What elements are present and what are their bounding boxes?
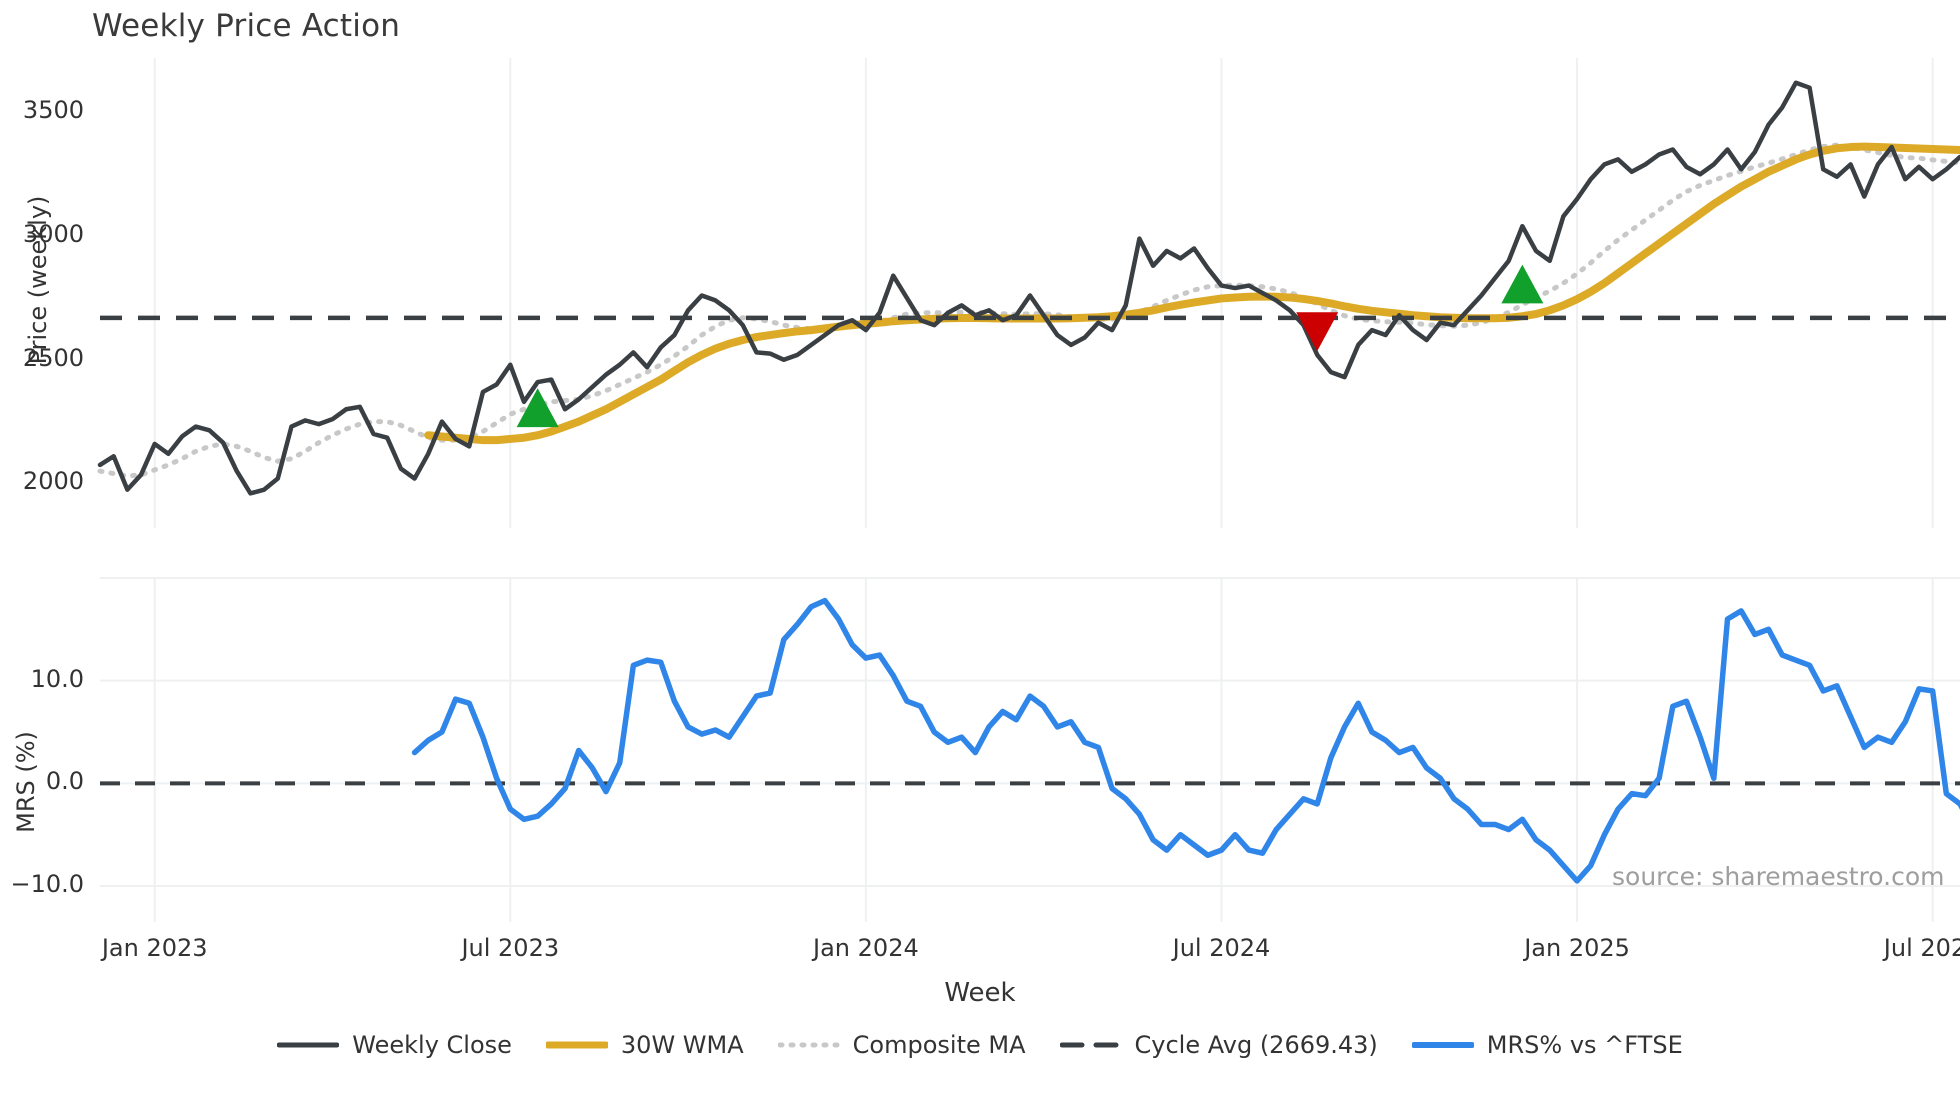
legend-label: Weekly Close xyxy=(352,1031,512,1059)
x-tick: Jan 2023 xyxy=(101,934,208,962)
page-title: Weekly Price Action xyxy=(92,8,401,44)
legend-label: 30W WMA xyxy=(620,1031,744,1059)
legend-item[interactable]: Composite MA xyxy=(777,1031,1026,1059)
legend-swatch-icon xyxy=(277,1034,340,1056)
x-axis-label: Week xyxy=(944,978,1016,1008)
legend-label: Cycle Avg (2669.43) xyxy=(1134,1031,1378,1059)
price-y-tick: 3000 xyxy=(22,220,84,249)
legend-swatch-icon xyxy=(545,1034,608,1056)
mrs-panel xyxy=(100,597,1960,884)
x-tick: Jan 2024 xyxy=(813,934,919,962)
x-tick: Jan 2025 xyxy=(1524,934,1630,962)
legend-swatch-icon xyxy=(1059,1034,1122,1056)
legend-item[interactable]: Cycle Avg (2669.43) xyxy=(1059,1031,1378,1059)
legend-item[interactable]: Weekly Close xyxy=(277,1031,512,1059)
legend-item[interactable]: 30W WMA xyxy=(545,1031,744,1059)
mrs-y-tick: 0.0 xyxy=(45,767,84,796)
signal-markers xyxy=(516,264,1544,428)
legend-swatch-icon xyxy=(1411,1034,1474,1056)
price-y-tick: 2500 xyxy=(22,343,84,372)
mrs-y-tick: −10.0 xyxy=(10,870,84,899)
price-y-tick: 2000 xyxy=(22,467,84,496)
legend-label: MRS% vs ^FTSE xyxy=(1486,1031,1683,1059)
legend-label: Composite MA xyxy=(852,1031,1026,1059)
chart-legend: Weekly Close 30W WMA Composite MA Cycle Avg… xyxy=(0,1022,1960,1068)
price-panel xyxy=(97,80,1960,496)
gridlines xyxy=(100,58,1960,922)
legend-item[interactable]: MRS% vs ^FTSE xyxy=(1411,1031,1683,1059)
mrs-y-tick: 10.0 xyxy=(30,664,84,693)
x-tick: Jul 2025 xyxy=(1883,934,1960,962)
price-y-tick: 3500 xyxy=(22,96,84,125)
x-tick: Jul 2023 xyxy=(461,934,560,962)
source-watermark: source: sharemaestro.com xyxy=(1612,862,1945,891)
x-tick: Jul 2024 xyxy=(1172,934,1271,962)
legend-swatch-icon xyxy=(777,1034,840,1056)
